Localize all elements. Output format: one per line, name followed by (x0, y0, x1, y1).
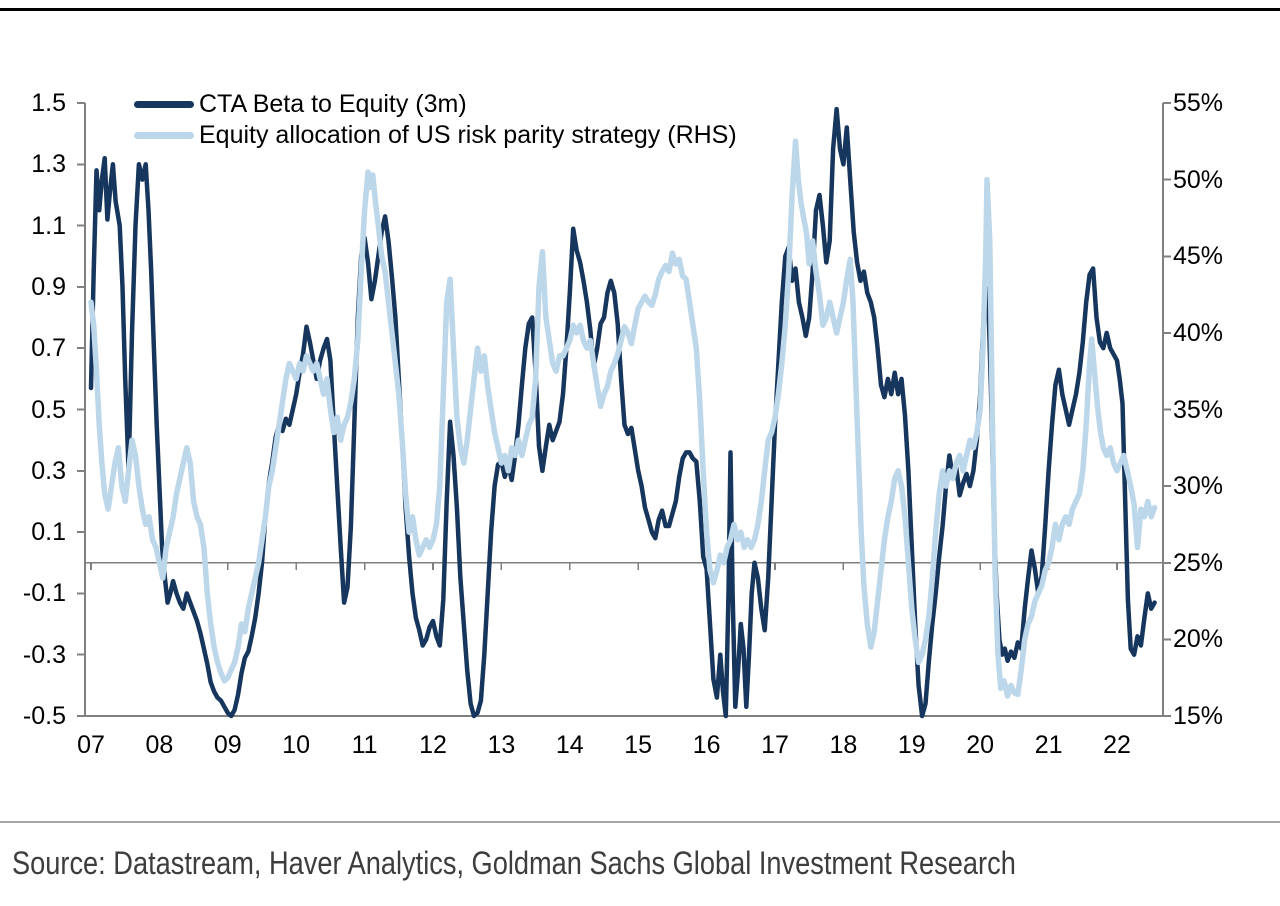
x-axis-tick-label: 12 (419, 731, 447, 759)
left-axis-tick-label: 1.3 (31, 150, 66, 179)
x-axis-tick-label: 13 (487, 731, 516, 759)
x-axis-tick-label: 07 (77, 731, 105, 759)
right-axis-tick-label: 20% (1173, 625, 1224, 654)
x-axis-tick-label: 14 (555, 731, 584, 759)
x-axis-tick-label: 16 (692, 731, 721, 759)
left-axis-tick-label: -0.5 (22, 702, 66, 730)
left-axis-tick-label: 0.9 (31, 272, 66, 301)
legend-item-risk-parity: Equity allocation of US risk parity stra… (134, 120, 737, 151)
left-axis-tick-label: 0.3 (31, 456, 66, 485)
left-axis-tick-label: -0.3 (22, 640, 66, 669)
left-axis-tick-label: 0.5 (31, 395, 66, 424)
x-axis-tick-label: 18 (829, 731, 858, 759)
right-axis-tick-label: 55% (1173, 89, 1224, 117)
x-axis-tick-label: 08 (145, 731, 174, 759)
right-axis-tick-label: 45% (1173, 242, 1224, 271)
x-axis-tick-label: 17 (761, 731, 789, 759)
top-rule (0, 8, 1280, 11)
right-axis-tick-label: 15% (1173, 702, 1224, 730)
right-axis-tick-label: 40% (1173, 318, 1224, 347)
legend-label-cta-beta: CTA Beta to Equity (3m) (199, 90, 467, 118)
legend-swatch-risk-parity (134, 132, 194, 139)
right-axis-tick-label: 30% (1173, 472, 1224, 501)
right-axis-tick-label: 50% (1173, 165, 1224, 194)
right-axis-tick-label: 35% (1173, 395, 1224, 424)
left-axis-tick-label: 1.5 (31, 89, 66, 117)
left-axis-tick-label: 0.1 (31, 518, 66, 547)
x-axis-tick-label: 19 (897, 731, 926, 759)
legend-label-risk-parity: Equity allocation of US risk parity stra… (199, 121, 737, 149)
series-line (88, 138, 1158, 699)
x-axis-tick-label: 10 (282, 731, 311, 759)
x-axis-tick-label: 11 (351, 731, 378, 759)
legend: CTA Beta to Equity (3m) Equity allocatio… (134, 89, 737, 151)
x-axis-tick-label: 22 (1103, 731, 1131, 759)
left-axis-tick-label: -0.1 (22, 579, 66, 608)
x-axis-tick-label: 15 (624, 731, 653, 759)
right-axis-tick-label: 25% (1173, 548, 1224, 577)
x-axis-tick-label: 20 (966, 731, 995, 759)
left-axis-tick-label: 1.1 (31, 211, 66, 240)
x-axis-tick-label: 09 (213, 731, 242, 759)
left-axis-tick-label: 0.7 (31, 334, 66, 363)
source-text: Source: Datastream, Haver Analytics, Gol… (12, 845, 1016, 881)
x-axis-tick-label: 21 (1034, 731, 1063, 759)
source-separator (0, 821, 1280, 823)
legend-item-cta-beta: CTA Beta to Equity (3m) (134, 89, 737, 120)
legend-swatch-cta-beta (134, 101, 194, 108)
